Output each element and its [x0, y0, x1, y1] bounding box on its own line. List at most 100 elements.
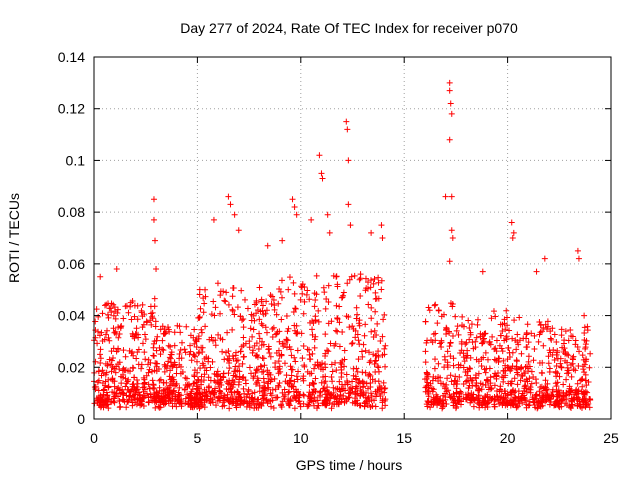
data-point: [348, 273, 355, 280]
data-point: [473, 334, 480, 341]
data-point: [331, 394, 338, 401]
data-point: [352, 334, 359, 341]
data-point: [205, 355, 212, 362]
data-point: [424, 379, 431, 386]
data-point: [565, 352, 572, 359]
data-point: [137, 402, 144, 409]
data-point: [563, 351, 570, 358]
data-point: [150, 216, 157, 223]
data-point: [232, 368, 239, 375]
data-point: [456, 374, 463, 381]
data-point: [472, 374, 479, 381]
data-point: [349, 323, 356, 330]
data-point: [255, 396, 262, 403]
data-point: [104, 327, 111, 334]
data-point: [269, 333, 276, 340]
data-point: [540, 342, 547, 349]
data-point: [102, 371, 109, 378]
data-point: [147, 393, 154, 400]
data-point: [556, 389, 563, 396]
data-point: [537, 322, 544, 329]
data-point: [214, 373, 221, 380]
data-point: [105, 383, 112, 390]
data-point: [367, 404, 374, 411]
data-point: [452, 405, 459, 412]
data-point: [447, 353, 454, 360]
data-point: [545, 353, 552, 360]
data-point: [340, 289, 347, 296]
data-point: [352, 327, 359, 334]
data-point: [435, 307, 442, 314]
data-point: [133, 355, 140, 362]
data-point: [101, 336, 108, 343]
data-point: [93, 306, 100, 313]
data-point: [325, 299, 332, 306]
data-point: [336, 378, 343, 385]
x-tick-label: 5: [194, 430, 202, 446]
data-point: [528, 330, 535, 337]
data-point: [525, 402, 532, 409]
data-point: [363, 285, 370, 292]
data-point: [462, 368, 469, 375]
data-point: [309, 350, 316, 357]
data-point: [329, 378, 336, 385]
data-point: [196, 314, 203, 321]
data-point: [121, 367, 128, 374]
data-point: [343, 398, 350, 405]
data-point: [171, 359, 178, 366]
data-point: [272, 386, 279, 393]
data-point: [424, 389, 431, 396]
data-point: [434, 399, 441, 406]
data-point: [497, 332, 504, 339]
data-point: [113, 266, 120, 273]
data-point: [166, 373, 173, 380]
data-point: [176, 350, 183, 357]
data-point: [287, 377, 294, 384]
data-point: [98, 372, 105, 379]
data-point: [515, 388, 522, 395]
data-point: [275, 300, 282, 307]
data-point: [106, 396, 113, 403]
data-point: [324, 384, 331, 391]
data-point: [248, 370, 255, 377]
data-point: [193, 336, 200, 343]
data-point: [481, 366, 488, 373]
data-point: [323, 295, 330, 302]
data-point: [361, 332, 368, 339]
data-point: [320, 366, 327, 373]
data-point: [246, 364, 253, 371]
data-point: [489, 333, 496, 340]
data-point: [110, 325, 117, 332]
data-point: [583, 337, 590, 344]
data-point: [250, 312, 257, 319]
data-point: [281, 360, 288, 367]
data-point: [239, 360, 246, 367]
data-point: [455, 331, 462, 338]
data-point: [438, 344, 445, 351]
data-point: [530, 374, 537, 381]
data-point: [378, 277, 385, 284]
data-point: [129, 381, 136, 388]
data-point: [225, 301, 232, 308]
data-point: [222, 349, 229, 356]
data-point: [148, 321, 155, 328]
data-point: [440, 380, 447, 387]
data-point: [124, 386, 131, 393]
data-point: [432, 330, 439, 337]
data-point: [298, 330, 305, 337]
data-point: [218, 390, 225, 397]
data-point: [328, 318, 335, 325]
data-point: [311, 365, 318, 372]
data-point: [294, 347, 301, 354]
data-point: [443, 388, 450, 395]
x-tick-label: 20: [500, 430, 516, 446]
data-point: [231, 211, 238, 218]
data-point: [189, 386, 196, 393]
data-point: [469, 394, 476, 401]
data-point: [291, 354, 298, 361]
data-point: [112, 328, 119, 335]
data-point: [493, 337, 500, 344]
data-point: [572, 387, 579, 394]
data-point: [260, 355, 267, 362]
